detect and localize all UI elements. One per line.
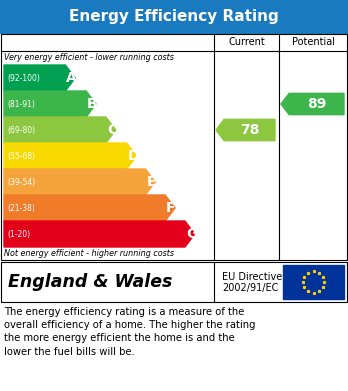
Text: B: B [87,97,98,111]
Text: England & Wales: England & Wales [8,273,172,291]
Text: G: G [186,227,197,241]
Polygon shape [4,143,137,169]
Polygon shape [216,119,275,141]
Text: C: C [107,123,117,137]
Polygon shape [4,169,155,195]
Bar [0,261,348,303]
Text: (55-68): (55-68) [7,151,35,160]
Bar [0,0,348,33]
Text: F: F [166,201,176,215]
Polygon shape [4,65,75,91]
Polygon shape [4,117,116,143]
Text: 78: 78 [240,123,259,137]
Text: The energy efficiency rating is a measure of the
overall efficiency of a home. T: The energy efficiency rating is a measur… [4,307,255,357]
Text: 2002/91/EC: 2002/91/EC [222,283,278,293]
Text: Very energy efficient - lower running costs: Very energy efficient - lower running co… [4,54,174,63]
Bar [1,34,347,260]
Text: EU Directive: EU Directive [222,272,282,282]
Bar [283,265,344,299]
Text: Current: Current [228,37,265,47]
Text: (39-54): (39-54) [7,178,35,187]
Text: (92-100): (92-100) [7,74,40,83]
Text: A: A [66,71,77,85]
Text: Not energy efficient - higher running costs: Not energy efficient - higher running co… [4,249,174,258]
Polygon shape [4,221,195,247]
Bar [1,262,347,302]
Text: (21-38): (21-38) [7,203,35,212]
Polygon shape [4,91,96,117]
Text: 89: 89 [307,97,326,111]
Text: (69-80): (69-80) [7,126,35,135]
Text: (1-20): (1-20) [7,230,30,239]
Polygon shape [4,195,175,221]
Polygon shape [281,93,344,115]
Text: Energy Efficiency Rating: Energy Efficiency Rating [69,9,279,24]
Text: D: D [128,149,139,163]
Text: Potential: Potential [292,37,335,47]
Text: E: E [147,175,156,189]
Text: (81-91): (81-91) [7,99,35,108]
